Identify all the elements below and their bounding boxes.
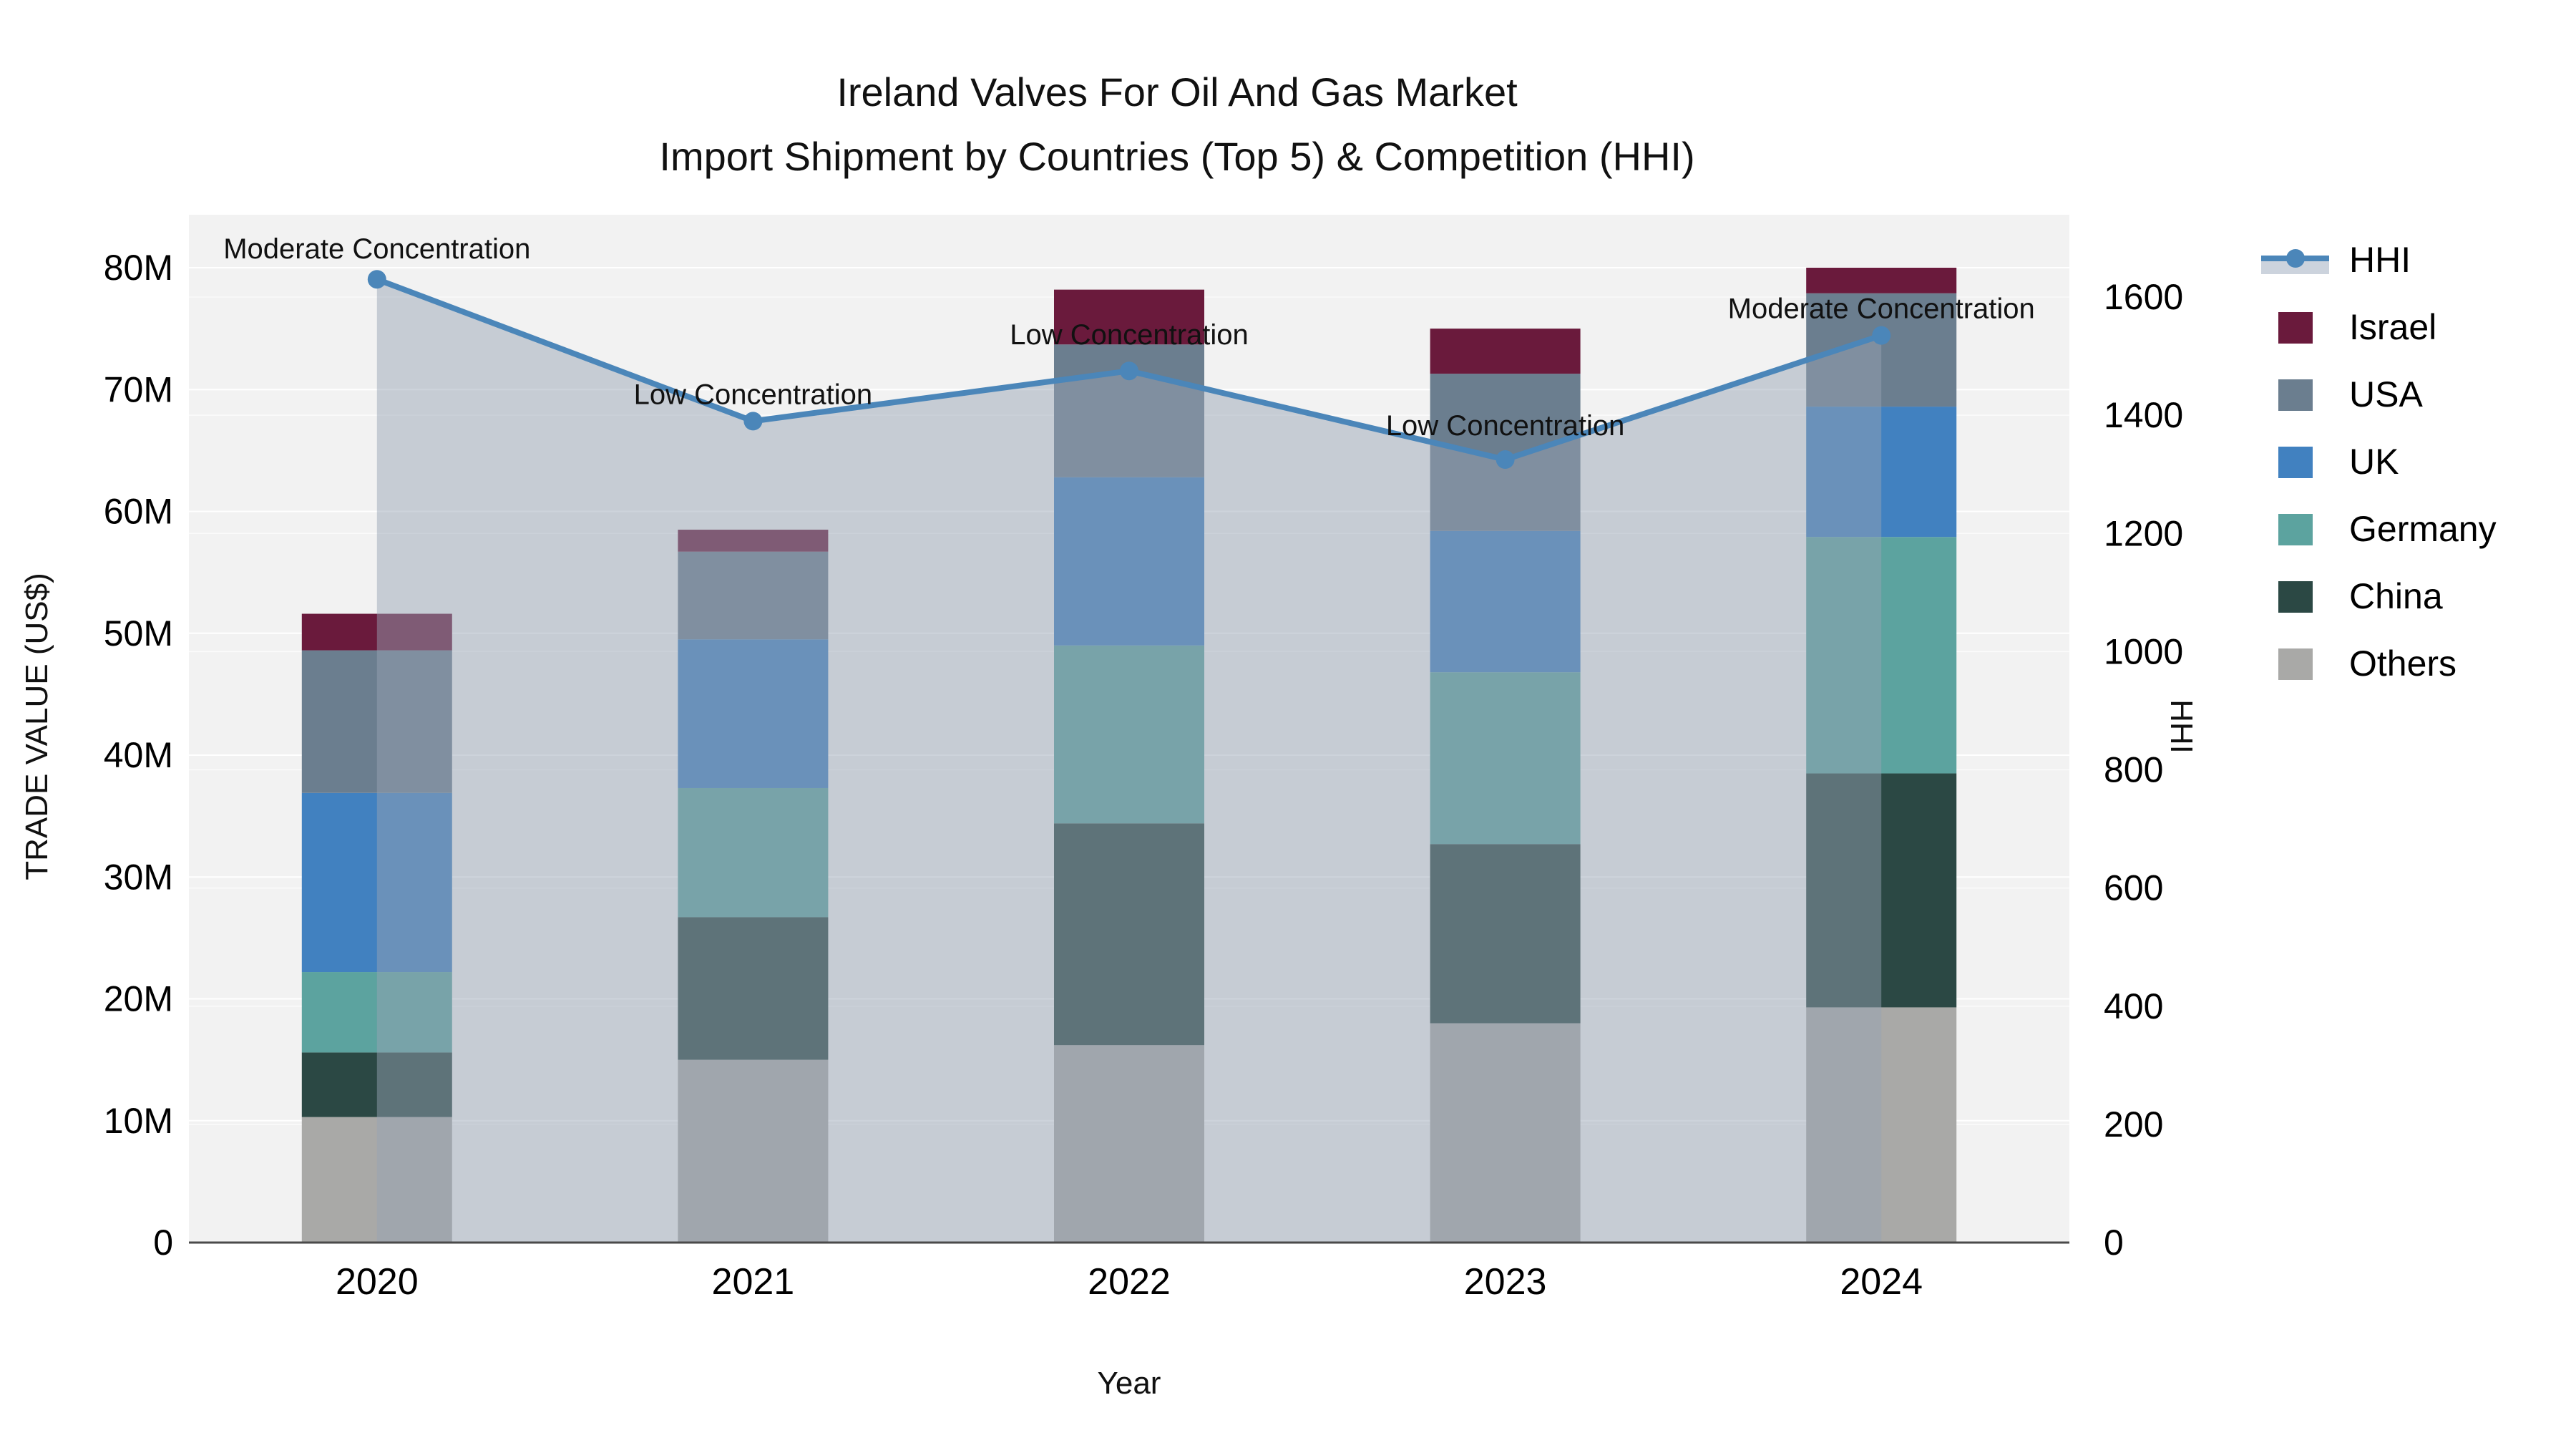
- y-left-axis-title: TRADE VALUE (US$): [19, 573, 54, 880]
- x-tick-label-2022: 2022: [1088, 1261, 1171, 1303]
- hhi-legend-swatch: [2261, 242, 2329, 278]
- chart-title-line1: Ireland Valves For Oil And Gas Market: [836, 69, 1518, 115]
- bar-segment-2021-usa[interactable]: [678, 551, 829, 640]
- hhi-point-2021[interactable]: [743, 412, 763, 431]
- y-left-tick-label: 30M: [104, 857, 173, 897]
- y-left-tick-label: 70M: [104, 369, 173, 409]
- bar-segment-2023-others[interactable]: [1430, 1023, 1581, 1243]
- bar-segment-2022-others[interactable]: [1054, 1045, 1204, 1243]
- hhi-point-2020[interactable]: [367, 270, 386, 289]
- bar-segment-2021-israel[interactable]: [678, 530, 829, 552]
- legend-color-swatch-china: [2261, 578, 2329, 614]
- legend-color-swatch-others: [2261, 646, 2329, 681]
- bar-segment-2020-others[interactable]: [301, 1117, 452, 1243]
- legend-color-swatch-uk: [2261, 444, 2329, 480]
- bar-segment-2022-china[interactable]: [1054, 823, 1204, 1046]
- bar-segment-2023-germany[interactable]: [1430, 672, 1581, 845]
- y-right-tick-label: 400: [2104, 986, 2163, 1026]
- legend-label-others: Others: [2349, 643, 2457, 684]
- legend-label-israel: Israel: [2349, 307, 2437, 347]
- bar-segment-2022-uk[interactable]: [1054, 477, 1204, 646]
- y-right-axis-title: HHI: [2164, 699, 2199, 754]
- color-box-icon: [2278, 514, 2313, 545]
- color-box-icon: [2278, 447, 2313, 478]
- y-right-tick-label: 600: [2104, 868, 2163, 908]
- bar-segment-2020-usa[interactable]: [301, 650, 452, 793]
- bar-segment-2020-uk[interactable]: [301, 792, 452, 973]
- bar-segment-2021-china[interactable]: [678, 917, 829, 1060]
- bar-segment-2023-uk[interactable]: [1430, 530, 1581, 673]
- y-left-tick-label: 50M: [104, 613, 173, 653]
- y-right-tick-label: 1000: [2104, 631, 2183, 671]
- hhi-point-2023[interactable]: [1496, 450, 1515, 470]
- bar-segment-2022-israel[interactable]: [1054, 289, 1204, 345]
- hhi-point-2022[interactable]: [1120, 361, 1138, 381]
- y-right-tick-label: 0: [2104, 1223, 2124, 1263]
- bar-segment-2022-germany[interactable]: [1054, 645, 1204, 824]
- legend: HHI Israel USA UK Germany China Others: [2261, 226, 2497, 697]
- legend-color-swatch-germany: [2261, 511, 2329, 547]
- legend-item-usa[interactable]: USA: [2261, 361, 2497, 428]
- legend-item-hhi[interactable]: HHI: [2261, 226, 2497, 293]
- y-right-tick-label: 200: [2104, 1104, 2163, 1145]
- bar-segment-2023-china[interactable]: [1430, 844, 1581, 1024]
- y-left-tick-label: 20M: [104, 979, 173, 1019]
- bar-segment-2023-israel[interactable]: [1430, 329, 1581, 374]
- bar-segment-2021-germany[interactable]: [678, 787, 829, 918]
- color-box-icon: [2278, 379, 2313, 411]
- bar-segment-2024-germany[interactable]: [1806, 537, 1957, 774]
- color-box-icon: [2278, 581, 2313, 613]
- legend-item-germany[interactable]: Germany: [2261, 495, 2497, 563]
- x-tick-label-2023: 2023: [1464, 1261, 1547, 1303]
- y-right-tick-label: 1600: [2104, 277, 2183, 317]
- color-box-icon: [2278, 648, 2313, 680]
- bar-segment-2020-germany[interactable]: [301, 972, 452, 1053]
- legend-item-uk[interactable]: UK: [2261, 428, 2497, 495]
- legend-item-others[interactable]: Others: [2261, 630, 2497, 697]
- legend-label-usa: USA: [2349, 374, 2423, 414]
- annotation-2024: Moderate Concentration: [1728, 293, 2035, 325]
- y-right-tick-label: 800: [2104, 750, 2163, 790]
- bar-segment-2021-others[interactable]: [678, 1059, 829, 1243]
- x-tick-label-2021: 2021: [712, 1261, 795, 1303]
- legend-color-swatch-israel: [2261, 309, 2329, 345]
- y-left-tick-label: 10M: [104, 1101, 173, 1141]
- legend-item-china[interactable]: China: [2261, 563, 2497, 630]
- y-right-tick-label: 1200: [2104, 513, 2183, 553]
- legend-item-israel[interactable]: Israel: [2261, 293, 2497, 361]
- bar-segment-2024-others[interactable]: [1806, 1007, 1957, 1243]
- legend-label-germany: Germany: [2349, 509, 2497, 549]
- x-tick-label-2024: 2024: [1840, 1261, 1923, 1303]
- y-right-tick-label: 1400: [2104, 395, 2183, 435]
- x-axis-title: Year: [1097, 1366, 1161, 1401]
- bar-segment-2021-uk[interactable]: [678, 639, 829, 788]
- legend-label-hhi: HHI: [2349, 240, 2411, 280]
- x-tick-label-2020: 2020: [336, 1261, 419, 1303]
- annotation-2022: Low Concentration: [1010, 319, 1249, 351]
- bar-segment-2024-china[interactable]: [1806, 773, 1957, 1008]
- bar-segment-2020-china[interactable]: [301, 1052, 452, 1117]
- legend-label-china: China: [2349, 576, 2443, 616]
- bar-segment-2020-israel[interactable]: [301, 613, 452, 651]
- y-left-tick-label: 80M: [104, 248, 173, 288]
- legend-label-uk: UK: [2349, 442, 2399, 482]
- y-left-tick-label: 0: [153, 1223, 173, 1263]
- y-left-tick-label: 40M: [104, 735, 173, 775]
- bar-segment-2024-uk[interactable]: [1806, 407, 1957, 538]
- legend-color-swatch-usa: [2261, 376, 2329, 412]
- annotation-2021: Low Concentration: [634, 379, 873, 410]
- annotation-2023: Low Concentration: [1386, 410, 1625, 442]
- chart-title-line2: Import Shipment by Countries (Top 5) & C…: [659, 134, 1695, 179]
- y-left-tick-label: 60M: [104, 492, 173, 532]
- hhi-marker-dot-icon: [2286, 249, 2305, 268]
- bar-segment-2024-israel[interactable]: [1806, 268, 1957, 293]
- hhi-point-2024[interactable]: [1872, 326, 1891, 345]
- hhi-area-fill: [376, 279, 1882, 1243]
- color-box-icon: [2278, 312, 2313, 344]
- annotation-2020: Moderate Concentration: [223, 233, 530, 265]
